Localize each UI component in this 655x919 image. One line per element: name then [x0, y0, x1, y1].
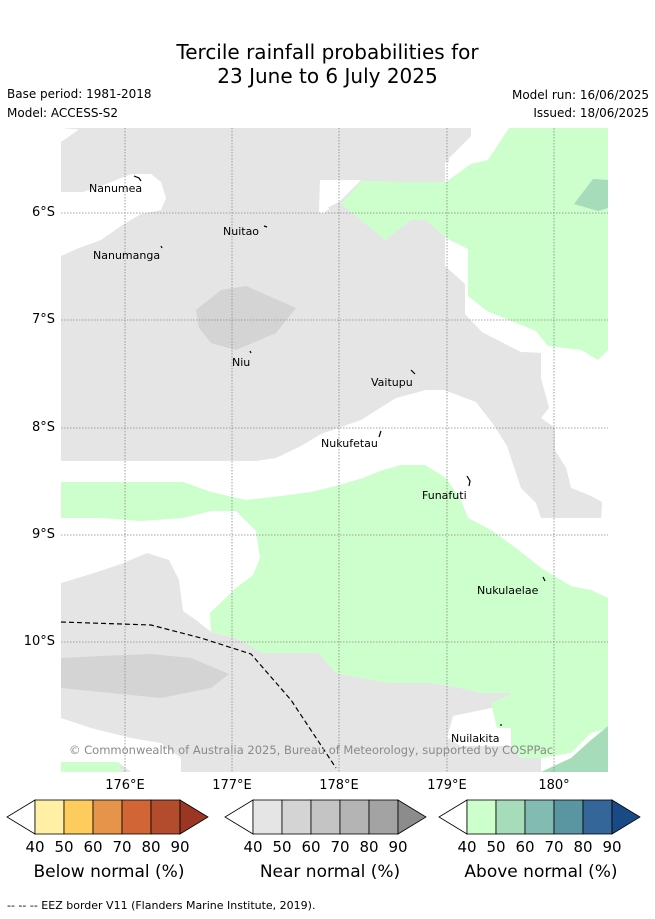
colorbar-swatch [150, 799, 181, 835]
lat-label: 6°S [31, 205, 55, 220]
model-run: Model run: 16/06/2025 [511, 88, 649, 102]
place-label: Niu [232, 356, 250, 369]
no-signal-gap-north [319, 180, 361, 212]
place-label: Nanumanga [93, 249, 160, 262]
colorbar-tick-label: 90 [602, 838, 622, 856]
colorbar-swatch [582, 799, 613, 835]
colorbar-title-below: Below normal (%) [33, 862, 185, 882]
colorbar-extend-low [438, 799, 468, 835]
colorbar-tick-label: 40 [243, 838, 263, 856]
colorbar-extend-low [224, 799, 254, 835]
colorbar-near-normal [224, 799, 427, 835]
lon-label: 179°E [427, 778, 467, 793]
island-nukulaelae [542, 576, 546, 582]
colorbar-swatch [63, 799, 94, 835]
colorbar-extend-high [179, 799, 209, 835]
colorbar-tick-label: 80 [573, 838, 593, 856]
colorbar-below-normal [6, 799, 209, 835]
place-label: Nuitao [223, 225, 259, 238]
base-period: Base period: 1981-2018 [7, 87, 152, 101]
colorbar-swatch [553, 799, 584, 835]
colorbar-swatch [310, 799, 341, 835]
colorbar-swatch [368, 799, 399, 835]
colorbar-swatch [252, 799, 283, 835]
colorbar-tick-label: 90 [388, 838, 408, 856]
island-niu [249, 350, 252, 354]
model-name: Model: ACCESS-S2 [7, 106, 119, 120]
colorbar-tick-label: 50 [486, 838, 506, 856]
rainfall-map: Nanumea Nuitao Nanumanga Niu Vaitupu Nuk… [61, 128, 608, 772]
colorbar-tick-label: 50 [54, 838, 74, 856]
above-normal-60-patch-ne [574, 179, 608, 211]
colorbar-swatch [121, 799, 152, 835]
colorbar-swatch [92, 799, 123, 835]
near-normal-50-patch [196, 286, 296, 350]
colorbar-tick-label: 70 [330, 838, 350, 856]
lat-label: 7°S [31, 312, 55, 327]
colorbar-extend-high [611, 799, 641, 835]
island-vaitupu [410, 369, 416, 375]
near-normal-50-patch-south [61, 654, 229, 698]
colorbar-above-normal [438, 799, 641, 835]
above-normal-region-north [341, 128, 608, 360]
place-label: Nukulaelae [477, 584, 539, 597]
colorbar-title-above: Above normal (%) [464, 862, 618, 882]
lon-label: 176°E [105, 778, 145, 793]
island-funafuti [466, 475, 471, 487]
island-nanumea [133, 175, 142, 182]
colorbar-extend-high [397, 799, 427, 835]
colorbar-tick-label: 40 [25, 838, 45, 856]
colorbar-tick-label: 70 [112, 838, 132, 856]
colorbar-swatch [281, 799, 312, 835]
place-label: Nanumea [89, 182, 142, 195]
place-label: Funafuti [422, 489, 467, 502]
lat-label: 10°S [23, 634, 55, 649]
above-normal-small-patch-sw [61, 762, 121, 772]
colorbar-swatch [34, 799, 65, 835]
islands [133, 175, 546, 726]
island-nanumanga [160, 245, 163, 249]
lat-label: 9°S [31, 527, 55, 542]
lon-label: 178°E [319, 778, 359, 793]
near-normal-region-south [61, 553, 541, 772]
island-nuitao [263, 225, 268, 228]
colorbar-swatch [339, 799, 370, 835]
place-label: Nuilakita [451, 732, 500, 745]
lon-label: 180° [538, 778, 570, 793]
colorbar-swatch [466, 799, 497, 835]
colorbar-tick-label: 70 [544, 838, 564, 856]
colorbar-title-near: Near normal (%) [259, 862, 401, 882]
colorbar-tick-label: 50 [272, 838, 292, 856]
colorbar-tick-label: 80 [359, 838, 379, 856]
colorbar-tick-label: 40 [457, 838, 477, 856]
title-line-1: Tercile rainfall probabilities for [176, 40, 479, 64]
graticule [61, 128, 608, 772]
colorbar-swatch [524, 799, 555, 835]
colorbar-tick-label: 80 [141, 838, 161, 856]
island-nukufetau [378, 430, 382, 438]
colorbar-tick-label: 90 [170, 838, 190, 856]
colorbar-tick-label: 60 [301, 838, 321, 856]
lon-label: 177°E [212, 778, 252, 793]
above-normal-region-south [61, 465, 608, 758]
colorbar-tick-label: 60 [83, 838, 103, 856]
colorbar-swatch [495, 799, 526, 835]
copyright-notice: © Commonwealth of Australia 2025, Bureau… [69, 743, 553, 757]
colorbar-extend-low [6, 799, 36, 835]
issued-date: Issued: 18/06/2025 [533, 106, 649, 120]
eez-footnote: -- -- -- EEZ border V11 (Flanders Marine… [7, 899, 316, 912]
chart-title: Tercile rainfall probabilities for 23 Ju… [0, 40, 655, 88]
lat-label: 8°S [31, 420, 55, 435]
title-line-2: 23 June to 6 July 2025 [217, 64, 438, 88]
place-label: Vaitupu [371, 376, 413, 389]
colorbar-tick-label: 60 [515, 838, 535, 856]
place-label: Nukufetau [321, 437, 378, 450]
eez-border [61, 621, 337, 769]
above-normal-60-patch-se [541, 726, 608, 772]
near-normal-region-main [61, 128, 602, 518]
